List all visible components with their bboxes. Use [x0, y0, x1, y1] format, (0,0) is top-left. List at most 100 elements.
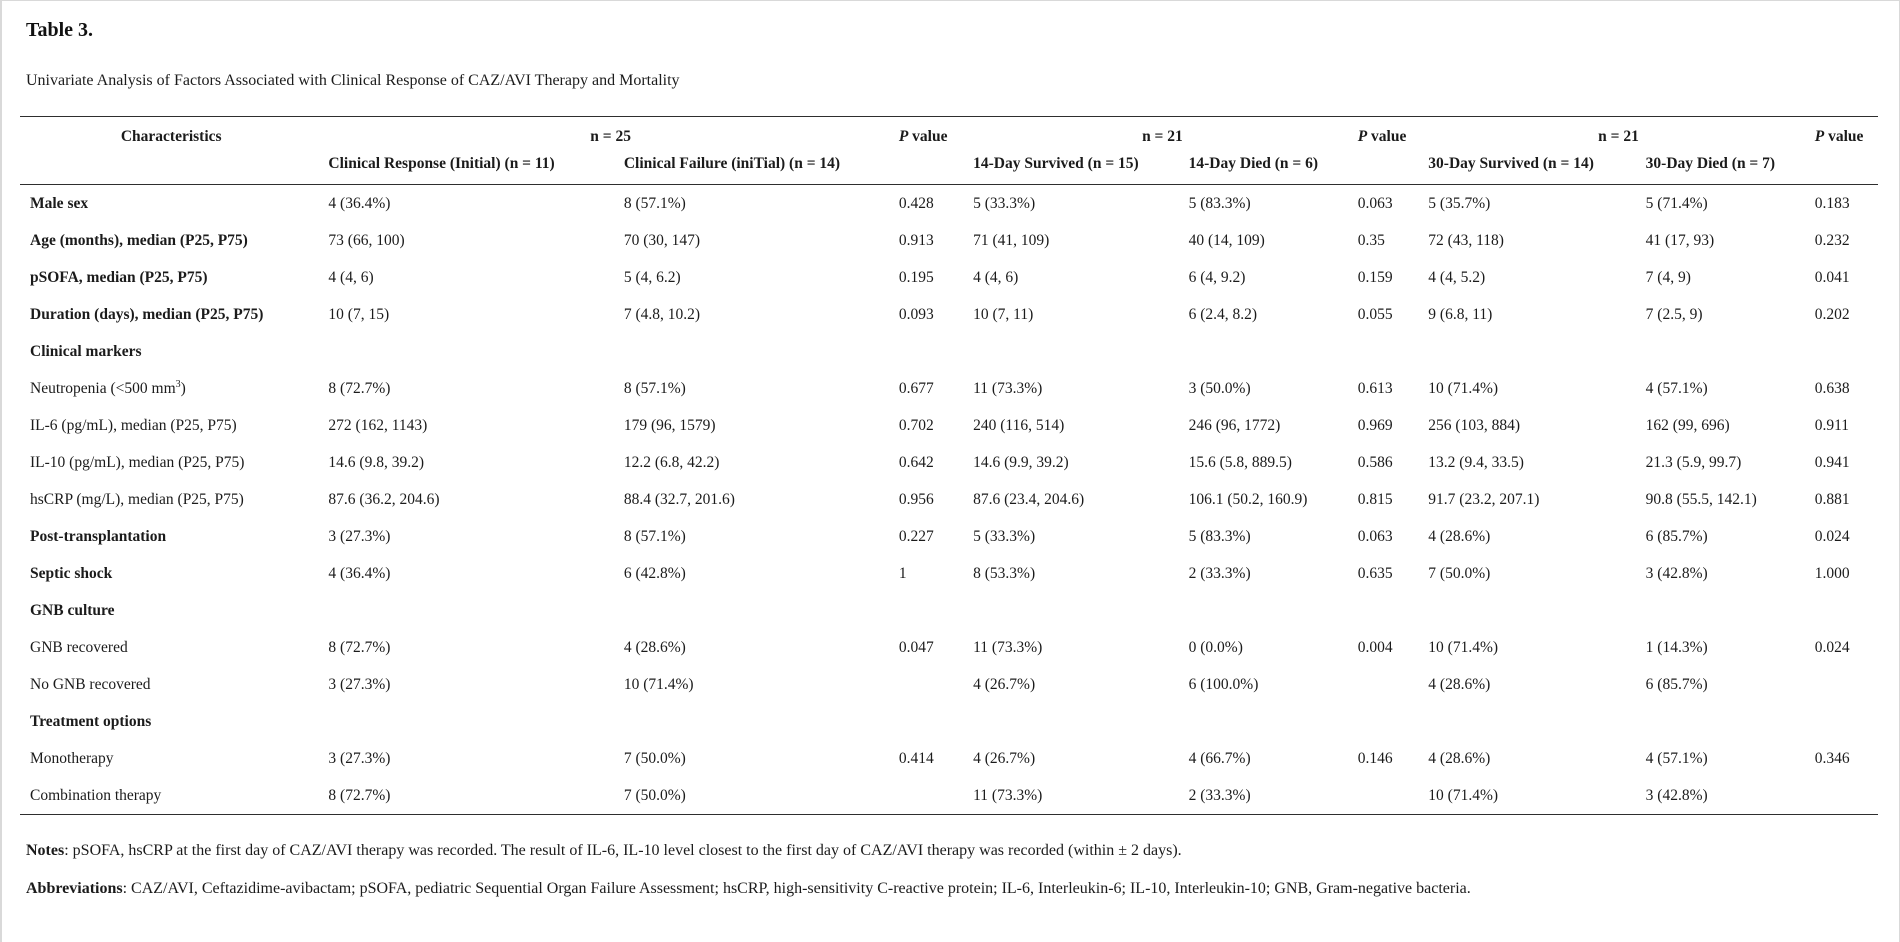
table-cell: 0.956 — [898, 491, 934, 508]
table-cell: 6 (4, 9.2) — [1188, 269, 1246, 286]
table-cell: 4 (28.6%) — [623, 639, 686, 656]
table-cell — [1815, 703, 1878, 740]
table-cell: 90.8 (55.5, 142.1) — [1645, 491, 1757, 508]
table-number-title: Table 3. — [26, 19, 94, 41]
col-header-30day-died: 30-Day Died (n = 7) — [1645, 151, 1815, 185]
table-cell: 4 (4, 6) — [328, 269, 374, 286]
table-cell: 0.881 — [1814, 491, 1850, 508]
row-label: Male sex — [30, 195, 89, 212]
col-header-30day-survived: 30-Day Survived (n = 14) — [1428, 151, 1646, 185]
table-cell: 87.6 (23.4, 204.6) — [973, 491, 1085, 508]
table-cell: 2 (33.3%) — [1188, 777, 1358, 815]
table-row: IL-6 (pg/mL), median (P25, P75) 272 (162,… — [20, 407, 1878, 444]
table-cell: 1 — [898, 565, 907, 582]
table-cell: 1.000 — [1814, 565, 1850, 582]
table-cell — [328, 703, 623, 740]
table-cell: 0.063 — [1357, 195, 1393, 212]
col-header-14day-died: 14-Day Died (n = 6) — [1188, 151, 1358, 185]
row-label: No GNB recovered — [30, 676, 151, 693]
table-cell — [1646, 703, 1815, 740]
table-cell: 7 (50.0%) — [623, 750, 686, 767]
col-header-14day-survived: 14-Day Survived (n = 15) — [973, 151, 1189, 185]
table-cell — [899, 703, 973, 740]
section-row: GNB culture — [20, 592, 1878, 629]
table-caption: Univariate Analysis of Factors Associate… — [26, 72, 680, 89]
table-cell: 4 (28.6%) — [1428, 528, 1491, 545]
table-row: Combination therapy 8 (72.7%) 7 (50.0%) 11 … — [20, 777, 1878, 815]
p-value-italic: P — [898, 128, 909, 145]
table-cell: 8 (57.1%) — [623, 380, 686, 397]
abbreviations-text: : CAZ/AVI, Ceftazidime-avibactam; pSOFA,… — [122, 880, 1471, 897]
row-label-text: Neutropenia (<500 mm — [30, 380, 176, 397]
header-spacer — [1814, 151, 1878, 185]
row-label: Combination therapy — [20, 777, 329, 815]
table-cell — [1358, 333, 1429, 370]
header-row-subgroups: Clinical Response (Initial) (n = 11) Cli… — [20, 151, 1878, 185]
table-cell: 6 (2.4, 8.2) — [1188, 306, 1258, 323]
table-cell — [899, 666, 973, 703]
table-cell: 240 (116, 514) — [973, 417, 1065, 434]
p-value-rest: value — [908, 128, 948, 145]
table-cell: 13.2 (9.4, 33.5) — [1428, 454, 1524, 471]
table-cell: 71 (41, 109) — [973, 232, 1050, 249]
section-label: Clinical markers — [30, 343, 142, 360]
table-cell: 0.055 — [1357, 306, 1393, 323]
table-cell: 0.024 — [1814, 639, 1850, 656]
table-cell: 0.911 — [1814, 417, 1850, 434]
table-cell: 7 (4, 9) — [1645, 269, 1691, 286]
table-cell: 4 (4, 6) — [973, 269, 1019, 286]
notes-label: Notes — [26, 842, 65, 859]
table-cell: 5 (83.3%) — [1188, 195, 1251, 212]
table-cell: 0.093 — [898, 306, 934, 323]
table-cell — [973, 703, 1189, 740]
table-cell: 87.6 (36.2, 204.6) — [328, 491, 440, 508]
col-header-p-value-2: P value — [1357, 116, 1429, 151]
table-cell: 3 (27.3%) — [328, 528, 391, 545]
table-cell: 4 (57.1%) — [1645, 750, 1708, 767]
row-label: pSOFA, median (P25, P75) — [30, 269, 208, 286]
table-cell: 11 (73.3%) — [973, 777, 1189, 815]
table-row: No GNB recovered 3 (27.3%) 10 (71.4%) 4 (26… — [20, 666, 1878, 703]
header-spacer — [898, 151, 974, 185]
table-cell: 0.414 — [898, 750, 934, 767]
table-cell: 0.815 — [1357, 491, 1393, 508]
table-cell: 15.6 (5.8, 889.5) — [1188, 454, 1292, 471]
table-cell: 162 (99, 696) — [1645, 417, 1730, 434]
table-cell: 6 (42.8%) — [623, 565, 686, 582]
table-cell — [1815, 592, 1878, 629]
table-cell: 256 (103, 884) — [1428, 417, 1520, 434]
table-cell: 272 (162, 1143) — [328, 417, 428, 434]
table-cell — [1189, 592, 1358, 629]
col-header-p-value-3: P value — [1814, 116, 1878, 151]
col-header-group3-n: n = 21 — [1428, 116, 1815, 151]
table-cell: 14.6 (9.9, 39.2) — [973, 454, 1069, 471]
table-cell: 2 (33.3%) — [1188, 565, 1251, 582]
row-label: Post-transplantation — [30, 528, 167, 545]
table-cell: 0.202 — [1814, 306, 1850, 323]
row-label: Duration (days), median (P25, P75) — [30, 306, 264, 323]
row-label: GNB recovered — [30, 639, 128, 656]
table-cell: 10 (71.4%) — [1428, 380, 1499, 397]
table-cell: 0.638 — [1814, 380, 1850, 397]
p-value-rest: value — [1824, 128, 1864, 145]
p-value-italic: P — [1357, 128, 1368, 145]
table-cell — [1357, 777, 1429, 815]
table-cell — [328, 592, 623, 629]
table-row: Septic shock 4 (36.4%) 6 (42.8%) 1 8 (53.3%)… — [20, 555, 1878, 592]
table-cell: 106.1 (50.2, 160.9) — [1188, 491, 1308, 508]
table-cell — [1189, 333, 1358, 370]
table-cell — [1189, 703, 1358, 740]
table-cell: 0.428 — [898, 195, 934, 212]
table-cell: 6 (85.7%) — [1645, 676, 1708, 693]
table-cell: 0.702 — [898, 417, 934, 434]
table-cell: 72 (43, 118) — [1428, 232, 1504, 249]
table-cell: 4 (36.4%) — [328, 565, 391, 582]
table-cell: 5 (35.7%) — [1428, 195, 1491, 212]
table-cell — [973, 592, 1189, 629]
table-row: Monotherapy 3 (27.3%) 7 (50.0%) 0.414 4 (26.… — [20, 740, 1878, 777]
table-cell — [1358, 703, 1429, 740]
row-label: hsCRP (mg/L), median (P25, P75) — [30, 491, 244, 508]
table-cell — [624, 333, 899, 370]
table-cell: 6 (100.0%) — [1188, 676, 1259, 693]
row-label: Age (months), median (P25, P75) — [30, 232, 248, 249]
